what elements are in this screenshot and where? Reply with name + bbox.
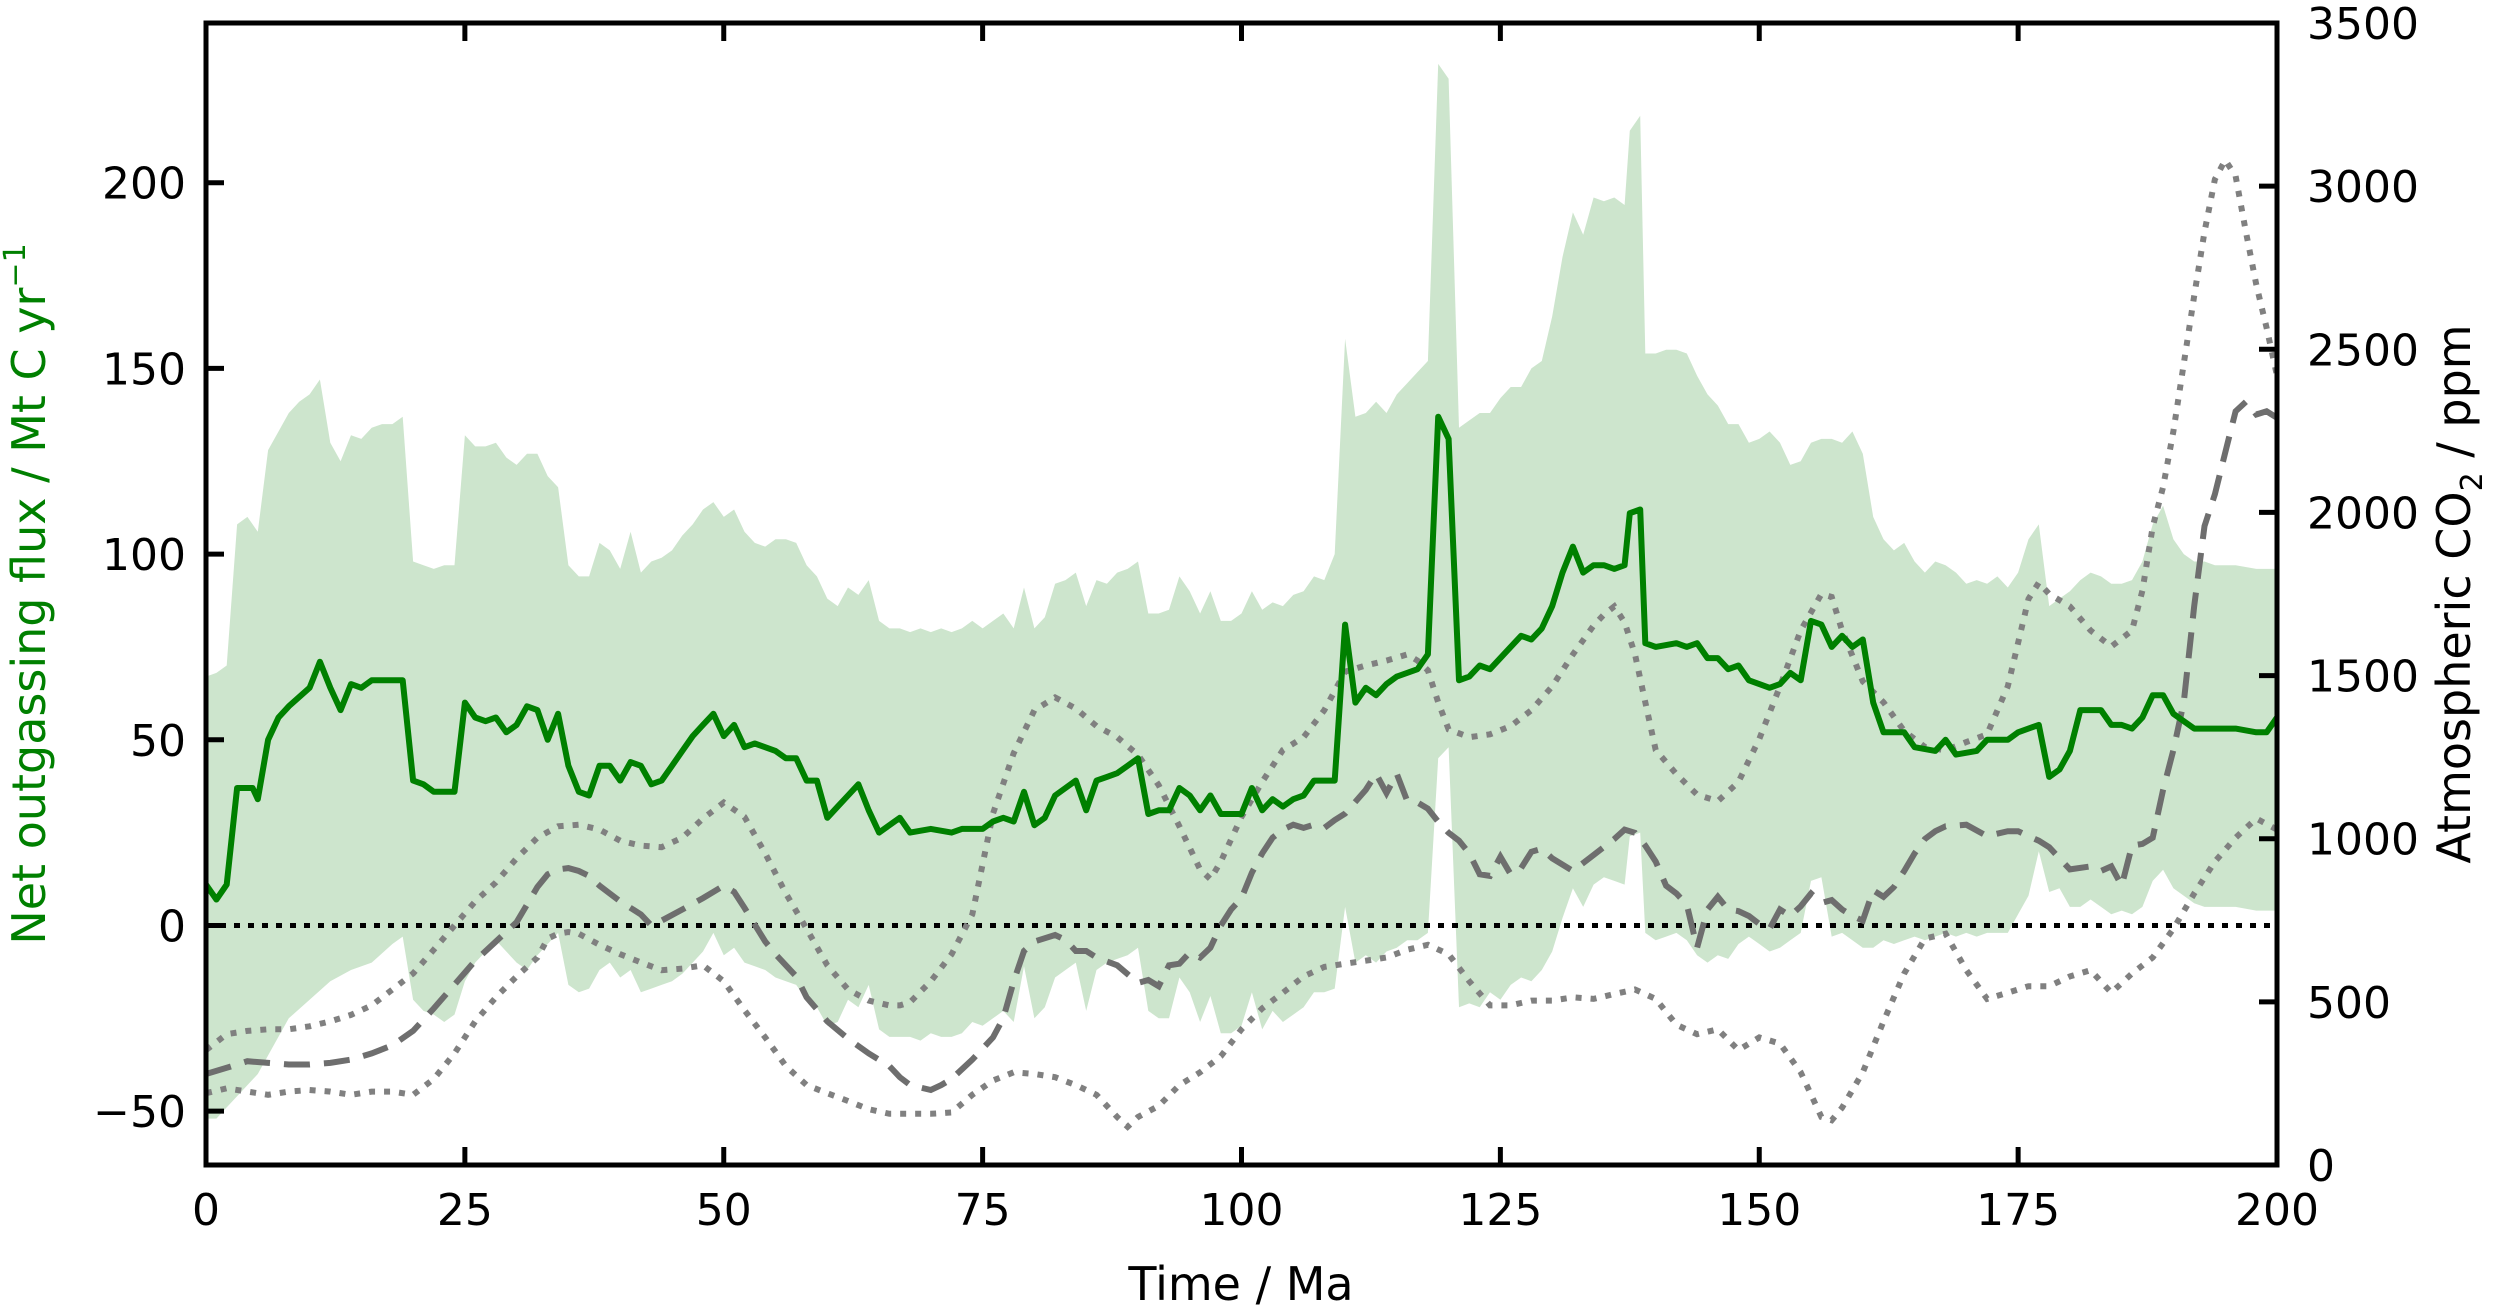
plot-area	[203, 63, 2280, 1131]
y-tick-label: 50	[130, 716, 186, 767]
y-axis-right-label: Atmospheric CO2 / ppm	[2427, 324, 2490, 863]
y2-tick-label: 500	[2307, 978, 2391, 1029]
y-axis-left-label: Net outgassing flux / Mt C yr−1	[0, 243, 56, 944]
x-tick-label: 25	[437, 1185, 493, 1236]
y2-tick-label: 2000	[2307, 488, 2419, 539]
co2-upper-dotted-line	[204, 154, 2280, 1053]
y2-tick-label: 3000	[2307, 162, 2419, 213]
y-tick-label: 0	[158, 901, 186, 952]
y-axis-right-label-prefix: Atmospheric CO	[2427, 491, 2481, 863]
flux-median-line	[203, 413, 2280, 903]
y-tick-label: 200	[102, 159, 186, 210]
x-axis-label: Time / Ma	[1127, 1257, 1353, 1311]
x-tick-label: 0	[192, 1185, 220, 1236]
y-axis-left-label-superscript: −1	[0, 243, 33, 287]
y2-tick-label: 1500	[2307, 652, 2419, 703]
y-axis-right-ticks: 0 500 1000 1500 2000 2500 3000 3500	[2259, 0, 2419, 1192]
x-tick-label: 150	[1717, 1185, 1801, 1236]
y-tick-label: −50	[93, 1087, 186, 1138]
x-tick-label: 75	[955, 1185, 1011, 1236]
x-axis-ticks: 0 25 50 75 100 125 150 175 200	[192, 23, 2319, 1236]
y-axis-right-label-suffix: / ppm	[2427, 324, 2481, 472]
y2-tick-label: 0	[2307, 1141, 2335, 1192]
y2-tick-label: 1000	[2307, 815, 2419, 866]
y-tick-label: 100	[102, 530, 186, 581]
x-tick-label: 100	[1200, 1185, 1284, 1236]
y-axis-left-label-text: Net outgassing flux / Mt C yr	[2, 287, 56, 944]
y2-tick-label: 2500	[2307, 325, 2419, 376]
y-tick-label: 150	[102, 344, 186, 395]
uncertainty-band	[206, 63, 2277, 1119]
y-axis-right-label-subscript: 2	[2455, 472, 2490, 491]
co2-lower-dotted-line	[205, 814, 2279, 1131]
x-tick-label: 175	[1976, 1185, 2060, 1236]
co2-median-dashed-line	[205, 397, 2279, 1094]
x-tick-label: 50	[696, 1185, 752, 1236]
x-tick-label: 125	[1458, 1185, 1542, 1236]
x-tick-label: 200	[2235, 1185, 2319, 1236]
y-axis-left-ticks: −50 0 50 100 150 200	[93, 159, 224, 1138]
y2-tick-label: 3500	[2307, 0, 2419, 50]
